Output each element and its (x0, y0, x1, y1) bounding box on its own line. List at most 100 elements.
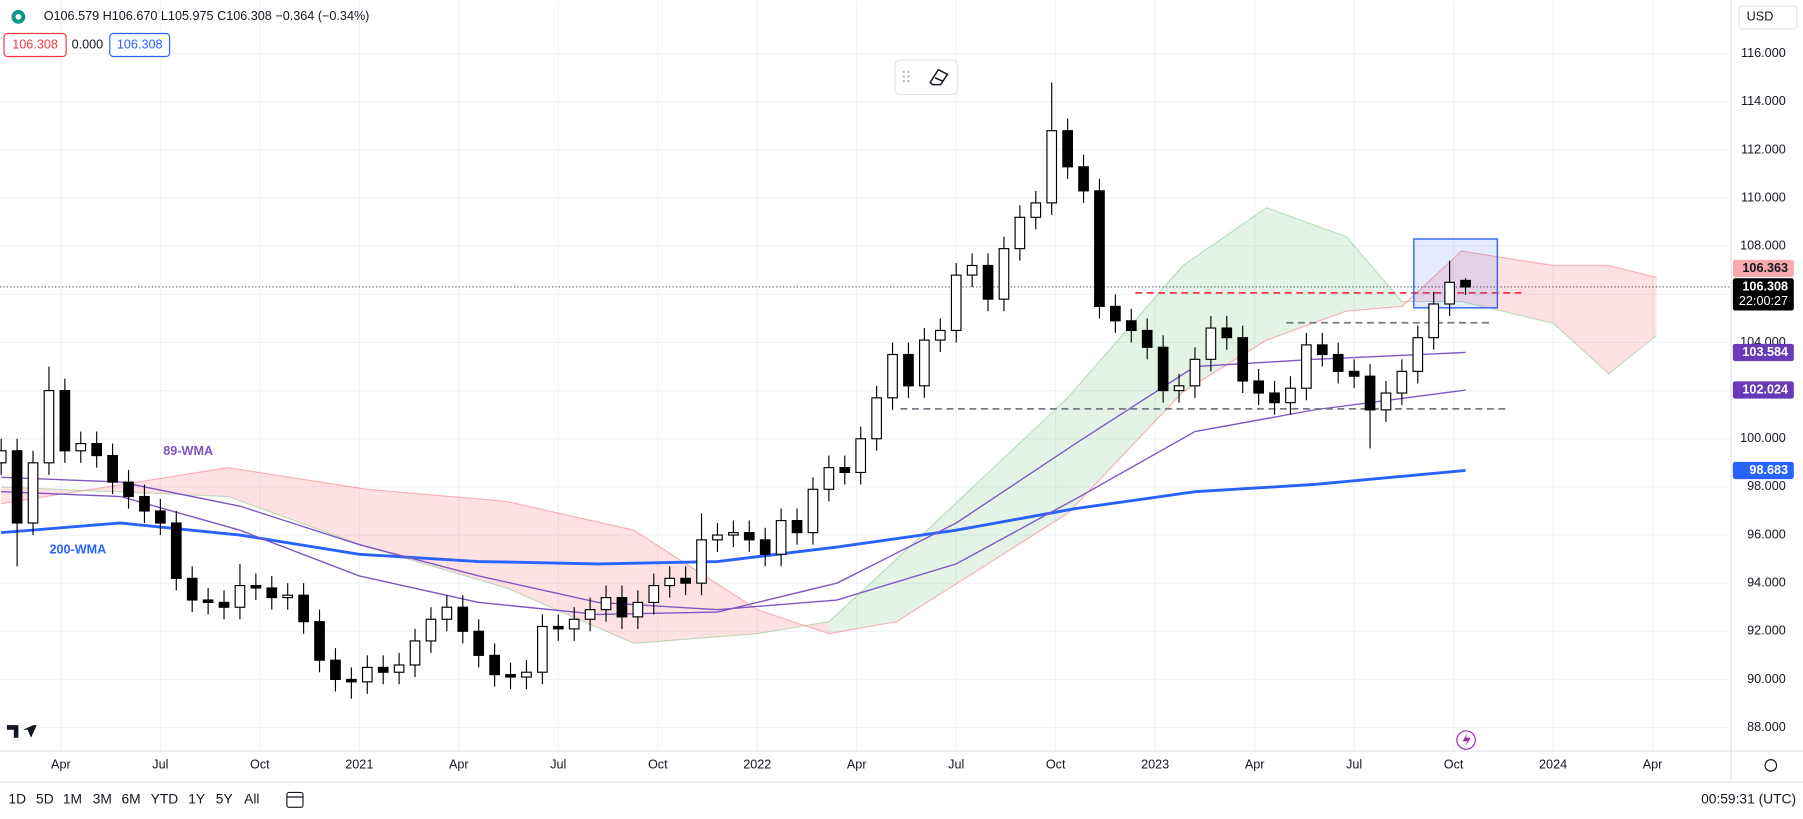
candle-body (632, 601, 644, 618)
clock[interactable]: 00:59:31 (UTC) (1701, 792, 1796, 807)
candle-body (377, 666, 389, 673)
events-bolt[interactable] (1462, 733, 1471, 747)
settings-icon[interactable] (1764, 759, 1778, 772)
status-dot-core (15, 13, 22, 20)
candle-body (1125, 320, 1137, 332)
candle-body (139, 495, 150, 512)
candle-body (728, 532, 739, 536)
x-tick-label: Oct (250, 758, 270, 772)
y-tick-label: 88.000 (1747, 720, 1786, 734)
price-badge-label: 103.584 (1742, 345, 1788, 359)
candle-body (998, 248, 1010, 300)
candle-body (807, 488, 819, 534)
y-tick-label: 94.000 (1747, 576, 1786, 590)
calendar-icon[interactable] (286, 791, 304, 808)
buy-price[interactable]: 106.308 (117, 37, 163, 51)
range-button[interactable]: 6M (122, 792, 141, 807)
candle-body (1316, 344, 1328, 356)
cloud-segment (1608, 265, 1657, 374)
range-button[interactable]: YTD (151, 792, 179, 807)
candle-body (441, 606, 453, 620)
candle-body (775, 520, 787, 555)
price-badge (1732, 259, 1794, 278)
ma-line (1, 469, 1466, 566)
candle-body (743, 532, 755, 541)
sell-box[interactable] (3, 32, 67, 58)
candle-body (361, 666, 373, 683)
candle-body (314, 621, 325, 661)
eraser-icon[interactable] (929, 68, 949, 86)
candle-body (823, 467, 835, 490)
candle-body (1110, 305, 1121, 322)
price-badge-label: 106.363 (1742, 261, 1788, 275)
candle-body (75, 442, 87, 452)
currency-box[interactable] (1738, 5, 1798, 30)
candle-body (1030, 202, 1042, 218)
candle-body (1428, 303, 1440, 339)
x-tick-label: Jul (152, 758, 168, 772)
candle-body (712, 534, 723, 541)
candle-body (1046, 130, 1058, 204)
x-tick-label: Jul (948, 758, 964, 772)
candle-body (521, 671, 532, 678)
candle-body (282, 594, 294, 599)
events-icon[interactable] (1456, 730, 1476, 750)
candle-body (1348, 370, 1360, 377)
range-button[interactable]: 1M (63, 792, 82, 807)
x-tick-label: Apr (51, 758, 71, 772)
y-tick-label: 96.000 (1747, 527, 1786, 541)
candle-body (1460, 279, 1471, 288)
range-button[interactable]: 1D (8, 792, 26, 807)
candle-body (393, 664, 405, 673)
x-tick-label: Oct (1444, 758, 1464, 772)
y-tick-label: 90.000 (1747, 672, 1786, 686)
candle-body (1141, 329, 1153, 348)
range-button[interactable]: 1Y (188, 792, 205, 807)
drag-handle[interactable] (902, 70, 910, 83)
candle-body (950, 274, 962, 332)
candle-body (871, 397, 882, 440)
cloud-segment (1067, 265, 1184, 514)
x-tick-label: 2024 (1539, 758, 1567, 772)
candle-body (855, 438, 867, 474)
candle-body (966, 264, 978, 276)
price-badge (1732, 278, 1794, 311)
candle-body (1269, 392, 1280, 404)
y-tick-label: 114.000 (1741, 94, 1786, 108)
cloud-segment (896, 397, 1068, 622)
x-tick-label: Apr (1643, 758, 1663, 772)
candle-body (186, 577, 198, 601)
y-tick-label: 92.000 (1747, 624, 1786, 638)
price-badge (1732, 381, 1794, 399)
candle-body (1237, 337, 1249, 382)
logo[interactable] (6, 725, 37, 738)
candle-body (91, 442, 103, 457)
highlight-box[interactable] (1413, 238, 1499, 309)
range-button[interactable]: 5D (36, 792, 54, 807)
candle-body (1301, 344, 1312, 389)
buy-box[interactable] (109, 32, 171, 58)
y-tick-label: 108.000 (1740, 239, 1786, 253)
candle-body (425, 618, 437, 642)
candle-body (680, 577, 691, 584)
currency[interactable]: USD (1747, 10, 1774, 24)
x-tick-label: 2023 (1141, 758, 1169, 772)
x-tick-label: Apr (1245, 758, 1265, 772)
cloud-segment (633, 530, 758, 644)
candle-body (43, 390, 55, 464)
price-badge-label: 98.683 (1749, 463, 1788, 477)
range-button[interactable]: All (244, 792, 259, 807)
range-button[interactable]: 5Y (216, 792, 233, 807)
x-tick-label: 2021 (345, 758, 373, 772)
plot-area (0, 0, 1731, 751)
x-tick-label: Apr (847, 758, 867, 772)
floating-toolbar (894, 59, 958, 96)
candle-body (552, 625, 564, 630)
candle-body (457, 606, 469, 632)
range-button[interactable]: 3M (93, 792, 112, 807)
sell-price[interactable]: 106.308 (12, 37, 58, 51)
candle-body (1062, 130, 1073, 168)
candle-body (1253, 380, 1264, 394)
